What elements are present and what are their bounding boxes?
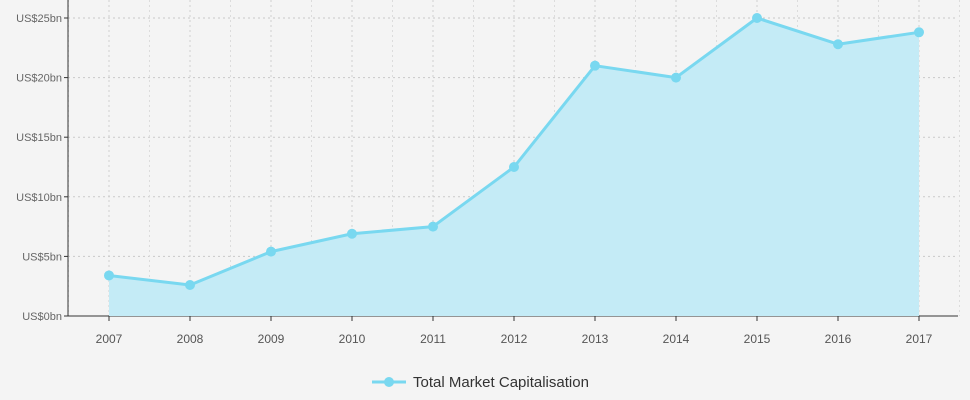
data-point bbox=[509, 162, 519, 172]
legend[interactable]: Total Market Capitalisation bbox=[372, 374, 589, 391]
legend-swatch-dot bbox=[384, 377, 394, 387]
data-point bbox=[428, 221, 438, 232]
data-point bbox=[185, 280, 195, 291]
y-tick-label: US$20bn bbox=[16, 73, 62, 85]
x-tick-label: 2017 bbox=[906, 332, 933, 346]
y-axis-ticks: US$0bn US$5bn US$10bn US$15bn US$20bn US$25bn bbox=[16, 13, 68, 323]
y-tick-label: US$5bn bbox=[22, 251, 62, 263]
y-tick-label: US$25bn bbox=[16, 13, 62, 25]
x-tick-label: 2012 bbox=[501, 332, 528, 346]
x-tick-label: 2014 bbox=[663, 332, 690, 346]
x-tick-label: 2016 bbox=[825, 332, 852, 346]
y-tick-label: US$15bn bbox=[16, 132, 62, 144]
x-tick-label: 2008 bbox=[177, 332, 204, 346]
data-point bbox=[104, 270, 114, 281]
data-point bbox=[266, 246, 276, 257]
legend-label: Total Market Capitalisation bbox=[413, 374, 589, 391]
x-tick-label: 2009 bbox=[258, 332, 285, 346]
data-point bbox=[347, 228, 357, 239]
data-point bbox=[833, 39, 843, 50]
data-point bbox=[914, 27, 924, 38]
data-point bbox=[671, 72, 681, 83]
x-tick-label: 2011 bbox=[420, 332, 446, 346]
data-points bbox=[104, 13, 924, 291]
x-tick-label: 2015 bbox=[744, 332, 771, 346]
data-point bbox=[752, 13, 762, 23]
x-tick-label: 2007 bbox=[96, 332, 123, 346]
x-axis-ticks: 2007 2008 2009 2010 2011 2012 2013 2014 2015 2016… bbox=[96, 316, 933, 346]
x-tick-label: 2010 bbox=[339, 332, 366, 346]
y-tick-label: US$10bn bbox=[16, 192, 62, 204]
x-tick-label: 2013 bbox=[582, 332, 609, 346]
data-point bbox=[590, 60, 600, 71]
y-tick-label: US$0bn bbox=[22, 311, 62, 323]
